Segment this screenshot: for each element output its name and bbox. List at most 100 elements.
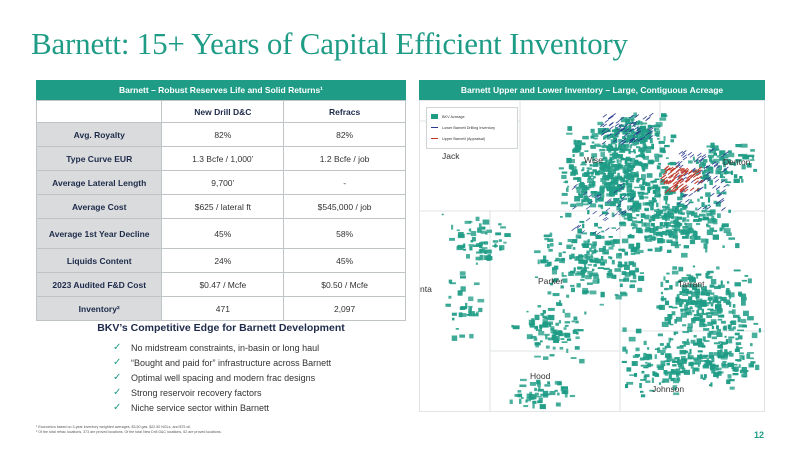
acreage-tract [585,260,589,263]
acreage-tract [469,307,472,312]
acreage-tract [492,240,499,243]
acreage-tract [706,212,713,217]
acreage-tract [623,170,627,175]
inventory-lateral [682,156,688,161]
acreage-tract [700,374,704,379]
inventory-lateral [648,127,654,132]
acreage-tract [581,142,586,146]
inventory-lateral [585,217,591,222]
acreage-tract [585,275,592,280]
acreage-tract [632,262,637,267]
acreage-tract [550,328,555,334]
acreage-tract [717,345,721,348]
acreage-tract [630,175,634,179]
acreage-tract [727,374,732,379]
acreage-tract [532,396,536,400]
acreage-tract [449,237,455,241]
inventory-lateral [599,213,604,217]
acreage-tract [690,339,696,344]
acreage-tract [614,268,622,272]
acreage-tract [625,180,629,186]
acreage-tract [662,230,666,235]
inventory-lateral [669,175,674,179]
inventory-lateral [648,135,654,139]
acreage-tract [751,156,754,160]
acreage-tract [732,304,736,308]
acreage-tract [593,274,599,280]
acreage-tract [704,204,708,210]
list-item: ✓ No midstream constraints, in-basin or l… [113,340,331,355]
inventory-lateral [616,126,622,131]
acreage-tract [688,160,693,164]
acreage-tract [653,128,656,132]
acreage-tract [711,369,716,374]
acreage-tract [743,310,749,316]
acreage-tract [654,354,657,359]
table-header: Barnett – Robust Reserves Life and Solid… [36,80,406,100]
acreage-tract [601,157,608,161]
acreage-tract [558,167,564,170]
acreage-tract [621,360,627,363]
acreage-tract [630,248,638,253]
acreage-tract [543,234,551,238]
inventory-lateral [645,117,650,122]
acreage-tract [646,238,653,242]
acreage-tract [586,169,590,173]
inventory-lateral [613,213,618,217]
acreage-tract [451,224,454,230]
acreage-tract [658,382,662,385]
acreage-tract [600,178,606,183]
inventory-lateral [714,178,720,183]
acreage-tract [691,310,695,313]
acreage-tract [707,360,712,365]
acreage-tract [703,340,710,342]
acreage-tract [485,232,488,235]
inventory-lateral [698,169,703,174]
acreage-tract [700,360,706,362]
acreage-tract [624,272,631,277]
acreage-tract [620,193,627,196]
acreage-tract [667,371,672,374]
inventory-lateral [672,176,677,181]
acreage-tract [723,153,729,159]
acreage-tract [698,342,704,346]
acreage-tract [610,163,618,167]
acreage-tract [611,227,617,229]
acreage-tract [716,155,721,158]
acreage-tract [687,352,690,358]
acreage-tract [557,333,563,336]
inventory-lateral [631,123,637,127]
acreage-tract [637,249,644,253]
acreage-tract [644,229,652,233]
acreage-tract [555,402,561,407]
acreage-tract [650,215,656,218]
acreage-tract [629,216,634,219]
inventory-lateral [592,230,597,235]
acreage-tract [670,338,674,341]
acreage-tract [664,222,669,227]
inventory-lateral [607,115,613,120]
inventory-lateral [694,180,699,185]
acreage-tract [521,397,524,399]
acreage-tract [679,303,683,307]
list-item-text: “Bought and paid for” infrastructure acr… [131,357,332,368]
acreage-tract [460,286,466,292]
acreage-tract [703,169,711,174]
acreage-tract [628,158,633,162]
acreage-tract [586,255,590,261]
acreage-tract [574,273,581,276]
acreage-tract [732,309,736,315]
acreage-tract [658,154,663,158]
inventory-lateral [716,193,722,197]
acreage-tract [566,244,573,247]
acreage-tract [629,374,636,376]
acreage-tract [705,247,708,253]
acreage-tract [548,322,552,327]
acreage-tract [552,267,556,271]
acreage-tract [726,281,730,284]
acreage-tract [547,291,552,295]
acreage-tract [529,382,536,386]
inventory-lateral [622,211,627,215]
acreage-tract [572,330,578,334]
inventory-lateral [634,126,639,130]
